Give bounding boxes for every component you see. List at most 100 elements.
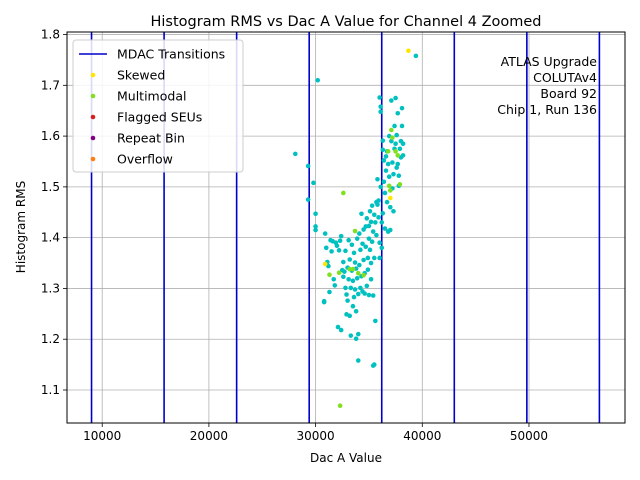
data-point-normal [382,190,388,196]
data-point-normal [376,198,381,203]
y-tick-label: 1.5 [41,180,60,194]
data-point-normal [399,123,405,129]
y-tick-label: 1.2 [41,332,60,346]
data-point-normal [351,250,357,256]
data-point-normal [382,226,388,231]
data-point-normal [323,245,329,251]
legend-dot-marker [90,114,96,120]
data-point-normal [364,283,370,289]
data-point-normal [387,227,393,233]
data-point-normal [399,105,405,111]
data-point-normal [361,257,366,263]
data-point-normal [331,276,337,282]
data-point-multimodal [361,272,366,278]
data-point-normal [364,216,370,221]
y-tick-label: 1.6 [41,129,60,143]
data-point-multimodal [337,403,343,409]
data-point-normal [305,197,311,202]
x-axis-label: Dac A Value [310,451,382,465]
data-point-normal [371,362,377,367]
chart-title: Histogram RMS vs Dac A Value for Channel… [150,14,541,30]
data-point-skewed [406,48,411,54]
data-point-normal [393,141,398,147]
y-axis-ticks: 1.1 1.2 1.3 1.4 1.5 1.6 1.7 1.8 [41,28,67,397]
data-point-normal [355,358,361,363]
data-point-normal [378,184,383,190]
data-point-normal [353,308,359,314]
data-point-normal [386,174,392,180]
data-point-normal [346,276,351,282]
data-point-normal [329,249,334,254]
data-point-normal [355,331,361,337]
data-point-normal [360,241,365,247]
data-point-normal [352,260,358,265]
data-point-normal [358,285,363,291]
data-point-normal [371,212,377,218]
data-point-normal [358,247,363,253]
data-point-normal [353,336,359,342]
data-point-normal [391,208,396,214]
data-point-normal [321,299,327,305]
data-point-normal [400,153,406,158]
legend-dot-marker [90,93,96,99]
data-point-normal [381,179,387,185]
data-point-normal [387,204,393,210]
data-point-normal [338,233,344,239]
annotation-line: Board 92 [540,86,597,101]
data-point-normal [397,146,403,152]
data-point-normal [366,223,372,229]
data-point-multimodal [385,149,391,154]
data-point-normal [342,269,347,274]
data-point-normal [369,203,375,208]
data-point-normal [305,163,311,169]
data-point-multimodal [347,266,353,272]
data-point-normal [365,255,371,261]
data-point-normal [345,298,350,303]
data-point-normal [377,95,382,100]
data-point-normal [337,238,343,244]
data-point-normal [378,109,383,115]
data-point-normal [392,123,397,129]
data-point-normal [341,274,346,280]
data-point-multimodal [389,127,394,133]
legend-dot-marker [90,72,96,78]
data-point-normal [350,303,356,309]
data-point-normal [373,318,378,324]
data-point-normal [293,151,298,157]
x-tick-label: 30000 [296,429,334,443]
data-point-normal [352,287,358,292]
legend-label: Skewed [117,68,165,83]
data-points [293,48,419,409]
data-point-normal [344,292,349,297]
x-axis-ticks: 10000 20000 30000 40000 50000 [83,423,548,443]
annotation-line: Chip 1, Run 136 [497,102,597,117]
data-point-normal [368,219,374,225]
data-point-multimodal [393,149,398,154]
data-point-normal [380,210,386,216]
data-point-multimodal [336,270,342,275]
data-point-normal [354,236,360,241]
data-point-normal [374,232,379,238]
data-point-normal [343,248,348,254]
data-point-multimodal [341,190,346,196]
data-point-normal [322,231,328,236]
y-tick-label: 1.7 [41,78,60,92]
y-tick-label: 1.3 [41,281,60,295]
data-point-normal [365,267,371,272]
data-point-normal [377,240,382,246]
data-point-normal [375,176,380,182]
data-point-normal [347,257,353,262]
x-tick-label: 20000 [190,429,228,443]
plot-frame [66,31,626,424]
data-point-normal [395,110,401,116]
legend-dot-marker [90,156,96,162]
data-point-multimodal [397,182,403,187]
x-tick-label: 40000 [403,429,441,443]
y-tick-label: 1.1 [41,383,60,397]
data-point-normal [354,275,360,281]
data-point-normal [385,161,391,167]
data-point-normal [383,168,389,173]
data-point-normal [376,215,381,220]
data-point-normal [394,132,399,138]
legend-label: MDAC Transitions [117,47,225,62]
